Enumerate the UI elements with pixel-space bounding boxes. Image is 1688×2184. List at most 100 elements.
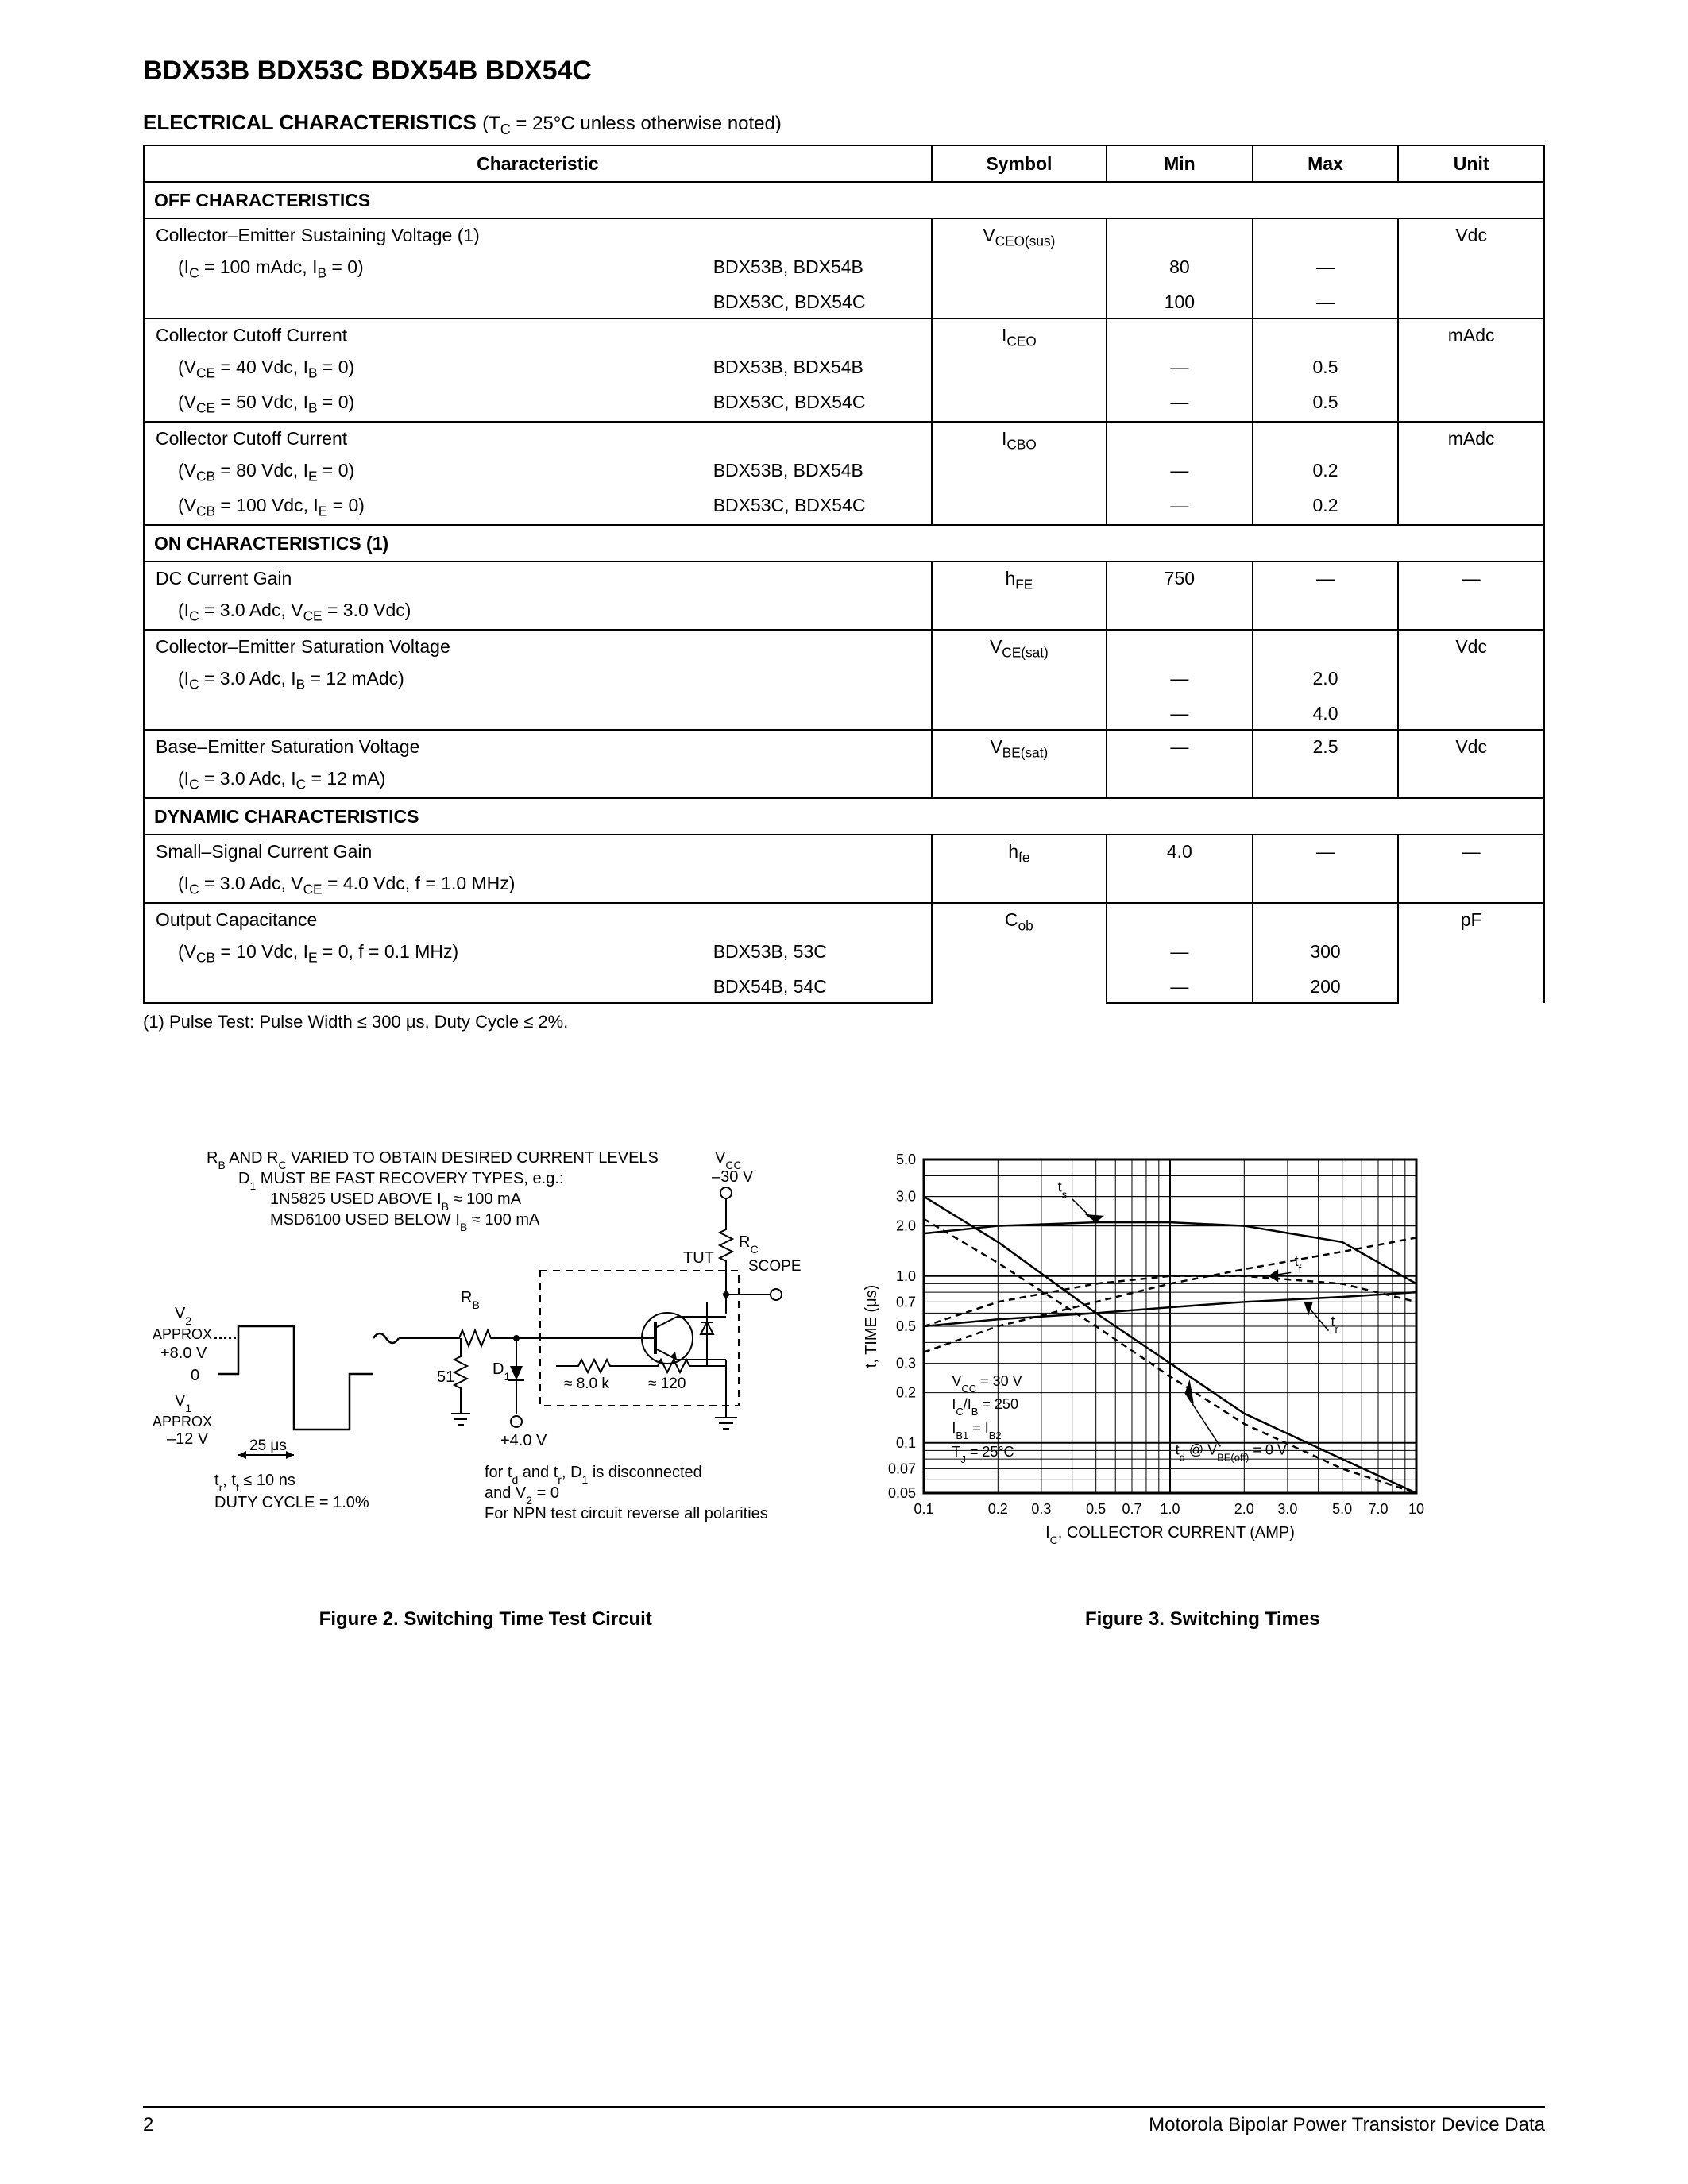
- cell-min: [1107, 630, 1253, 662]
- cell-sym: VCE(sat): [932, 630, 1107, 730]
- cell-char: Collector–Emitter Saturation Voltage: [144, 630, 932, 662]
- table-row: BDX53C, BDX54C 100 —: [144, 286, 1544, 318]
- section-on: ON CHARACTERISTICS (1): [144, 525, 1544, 561]
- svg-text:SCOPE: SCOPE: [748, 1258, 802, 1275]
- cell-max: —: [1253, 835, 1399, 903]
- svg-text:0.7: 0.7: [895, 1294, 915, 1310]
- cell-char: Output Capacitance: [144, 903, 932, 936]
- svg-text:RB AND RC VARIED TO OBTAIN DES: RB AND RC VARIED TO OBTAIN DESIRED CURRE…: [207, 1149, 659, 1171]
- table-row: — 4.0: [144, 697, 1544, 730]
- svg-text:tr: tr: [1331, 1314, 1338, 1335]
- figure-2: RB AND RC VARIED TO OBTAIN DESIRED CURRE…: [143, 1144, 829, 1630]
- cell-unit: mAdc: [1398, 422, 1544, 525]
- svg-text:0.3: 0.3: [895, 1356, 915, 1372]
- table-row: (VCB = 10 Vdc, IE = 0, f = 0.1 MHz)BDX53…: [144, 936, 1544, 970]
- table-row: BDX54B, 54C — 200: [144, 970, 1544, 1003]
- cell-sym: Cob: [932, 903, 1107, 1003]
- th-unit: Unit: [1398, 145, 1544, 182]
- svg-text:0: 0: [191, 1367, 199, 1384]
- cell-char: Collector Cutoff Current: [144, 422, 932, 454]
- cell-min: 80: [1107, 251, 1253, 286]
- svg-text:–30 V: –30 V: [712, 1168, 754, 1186]
- cell-max: 2.0: [1253, 662, 1399, 697]
- svg-text:TJ = 25°C: TJ = 25°C: [952, 1444, 1014, 1465]
- svg-text:0.07: 0.07: [887, 1461, 915, 1476]
- cell-unit: —: [1398, 561, 1544, 630]
- svg-text:0.5: 0.5: [895, 1318, 915, 1334]
- cell-char: (VCB = 10 Vdc, IE = 0, f = 0.1 MHz)BDX53…: [144, 936, 932, 970]
- cell-char: (VCB = 80 Vdc, IE = 0)BDX53B, BDX54B: [144, 454, 932, 489]
- cell-unit: mAdc: [1398, 318, 1544, 422]
- cell-char: BDX53C, BDX54C: [144, 286, 932, 318]
- cell-sym: hFE: [932, 561, 1107, 630]
- cell-char: DC Current Gain: [144, 561, 932, 594]
- svg-text:0.3: 0.3: [1031, 1501, 1051, 1517]
- svg-text:5.0: 5.0: [1332, 1501, 1352, 1517]
- section-off-label: OFF CHARACTERISTICS: [144, 182, 1544, 218]
- cell-min: —: [1107, 454, 1253, 489]
- svg-text:+4.0 V: +4.0 V: [500, 1432, 547, 1449]
- cell-max: —: [1253, 561, 1399, 630]
- table-row: (VCE = 50 Vdc, IB = 0)BDX53C, BDX54C — 0…: [144, 386, 1544, 422]
- svg-text:51: 51: [437, 1368, 454, 1386]
- svg-text:0.1: 0.1: [895, 1435, 915, 1451]
- cell-sym: ICBO: [932, 422, 1107, 525]
- svg-text:≈ 120: ≈ 120: [648, 1376, 686, 1392]
- cell-unit: Vdc: [1398, 730, 1544, 798]
- cell-char: Collector–Emitter Sustaining Voltage (1): [144, 218, 932, 251]
- figure-3: 0.10.20.30.50.71.02.03.05.07.0100.050.07…: [860, 1144, 1546, 1630]
- cell-min: [1107, 218, 1253, 251]
- svg-text:for td and tr, D1 is disconnec: for td and tr, D1 is disconnected: [485, 1464, 702, 1486]
- svg-text:t, TIME (μs): t, TIME (μs): [863, 1285, 880, 1368]
- svg-text:IC/IB = 250: IC/IB = 250: [952, 1396, 1018, 1418]
- svg-text:10: 10: [1408, 1501, 1423, 1517]
- cell-sym: hfe: [932, 835, 1107, 903]
- cell-char: (VCB = 100 Vdc, IE = 0)BDX53C, BDX54C: [144, 489, 932, 525]
- cell-unit: Vdc: [1398, 218, 1544, 318]
- table-row: (IC = 100 mAdc, IB = 0)BDX53B, BDX54B 80…: [144, 251, 1544, 286]
- svg-text:APPROX: APPROX: [153, 1414, 212, 1430]
- cell-max: 0.2: [1253, 454, 1399, 489]
- section-dyn: DYNAMIC CHARACTERISTICS: [144, 798, 1544, 835]
- svg-text:2.0: 2.0: [895, 1218, 915, 1234]
- table-row: (VCB = 100 Vdc, IE = 0)BDX53C, BDX54C — …: [144, 489, 1544, 525]
- cell-min: [1107, 318, 1253, 351]
- svg-text:tf: tf: [1294, 1253, 1301, 1275]
- svg-text:0.2: 0.2: [895, 1385, 915, 1401]
- cell-unit: Vdc: [1398, 630, 1544, 730]
- cell-sym: VCEO(sus): [932, 218, 1107, 318]
- elec-note-a: (T: [482, 113, 500, 134]
- cell-min: —: [1107, 489, 1253, 525]
- section-on-label: ON CHARACTERISTICS (1): [144, 525, 1544, 561]
- cell-max: [1253, 318, 1399, 351]
- cell-max: —: [1253, 286, 1399, 318]
- cell-char: (IC = 3.0 Adc, IC = 12 mA): [144, 762, 932, 798]
- cell-char: (IC = 3.0 Adc, VCE = 4.0 Vdc, f = 1.0 MH…: [144, 867, 932, 903]
- table-row: Collector Cutoff Current ICEO mAdc: [144, 318, 1544, 351]
- svg-text:7.0: 7.0: [1368, 1501, 1388, 1517]
- cell-min: [1107, 903, 1253, 936]
- svg-text:tr, tf ≤ 10 ns: tr, tf ≤ 10 ns: [214, 1472, 295, 1494]
- svg-text:0.2: 0.2: [987, 1501, 1007, 1517]
- svg-text:RB: RB: [461, 1289, 480, 1311]
- elec-char-table: Characteristic Symbol Min Max Unit OFF C…: [143, 145, 1545, 1004]
- cell-min: 100: [1107, 286, 1253, 318]
- svg-text:0.1: 0.1: [914, 1501, 933, 1517]
- svg-text:0.5: 0.5: [1086, 1501, 1106, 1517]
- svg-text:TUT: TUT: [683, 1249, 714, 1267]
- cell-max: 4.0: [1253, 697, 1399, 730]
- svg-text:IC, COLLECTOR CURRENT (AMP): IC, COLLECTOR CURRENT (AMP): [1045, 1524, 1295, 1546]
- th-max: Max: [1253, 145, 1399, 182]
- svg-text:5.0: 5.0: [895, 1152, 915, 1167]
- svg-text:IB1 = IB2: IB1 = IB2: [952, 1420, 1001, 1441]
- svg-text:1.0: 1.0: [895, 1268, 915, 1284]
- cell-char: (IC = 100 mAdc, IB = 0)BDX53B, BDX54B: [144, 251, 932, 286]
- cell-min: —: [1107, 662, 1253, 697]
- svg-text:D1: D1: [492, 1360, 510, 1383]
- th-char: Characteristic: [144, 145, 932, 182]
- elec-note-sub: C: [500, 122, 511, 137]
- svg-text:RC: RC: [739, 1233, 759, 1256]
- cell-unit: —: [1398, 835, 1544, 903]
- cell-sym: VBE(sat): [932, 730, 1107, 798]
- cell-char: (VCE = 50 Vdc, IB = 0)BDX53C, BDX54C: [144, 386, 932, 422]
